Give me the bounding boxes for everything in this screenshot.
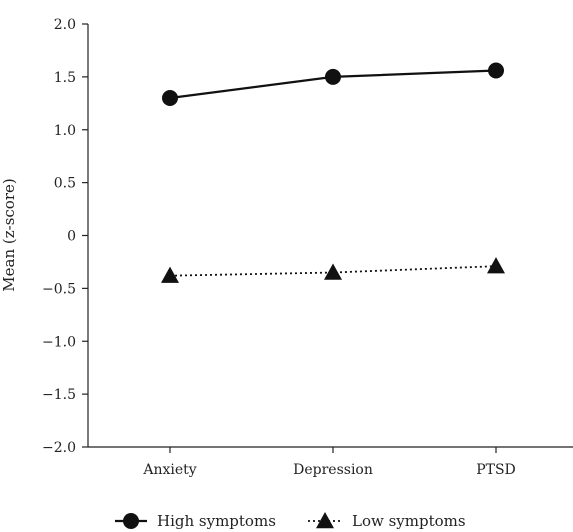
y-tick-label: −1.5 xyxy=(42,387,76,403)
y-tick-label: −1.0 xyxy=(42,334,76,350)
series-line xyxy=(169,265,497,277)
legend-item: High symptoms xyxy=(115,512,276,530)
y-tick-label: 2.0 xyxy=(54,17,76,33)
data-point-circle xyxy=(162,90,178,107)
y-tick-label: 1.5 xyxy=(54,70,76,86)
legend-item: Low symptoms xyxy=(308,512,466,530)
data-point-triangle xyxy=(487,257,505,274)
y-axis-ticks: 2.0 1.5 1.0 0.5 0 −0.5 −1.0 −1.5 −2.0 xyxy=(42,17,88,456)
y-tick-label: 0.5 xyxy=(54,176,76,192)
legend-marker-circle xyxy=(123,513,139,529)
data-point-circle xyxy=(325,68,341,85)
data-point-triangle xyxy=(161,266,179,283)
y-tick-label: 0 xyxy=(67,229,76,245)
x-axis-ticks: Anxiety Depression PTSD xyxy=(142,447,516,478)
series-low-symptoms xyxy=(161,257,505,283)
y-tick-label: 1.0 xyxy=(54,123,76,139)
y-tick-label: −2.0 xyxy=(42,440,76,456)
x-tick-label: Depression xyxy=(293,462,373,478)
y-tick-label: −0.5 xyxy=(42,281,76,297)
data-point-triangle xyxy=(324,263,342,280)
y-axis-title: Mean (z-score) xyxy=(0,178,18,291)
x-tick-label: PTSD xyxy=(476,462,516,478)
chart-axes xyxy=(87,24,573,448)
legend-label: Low symptoms xyxy=(352,512,466,530)
series-layer xyxy=(161,62,505,283)
legend-label: High symptoms xyxy=(157,512,276,530)
legend-marker-triangle xyxy=(316,512,334,529)
series-high-symptoms xyxy=(162,62,504,107)
x-tick-label: Anxiety xyxy=(142,462,196,478)
legend: High symptoms Low symptoms xyxy=(115,512,466,530)
data-point-circle xyxy=(488,62,504,79)
